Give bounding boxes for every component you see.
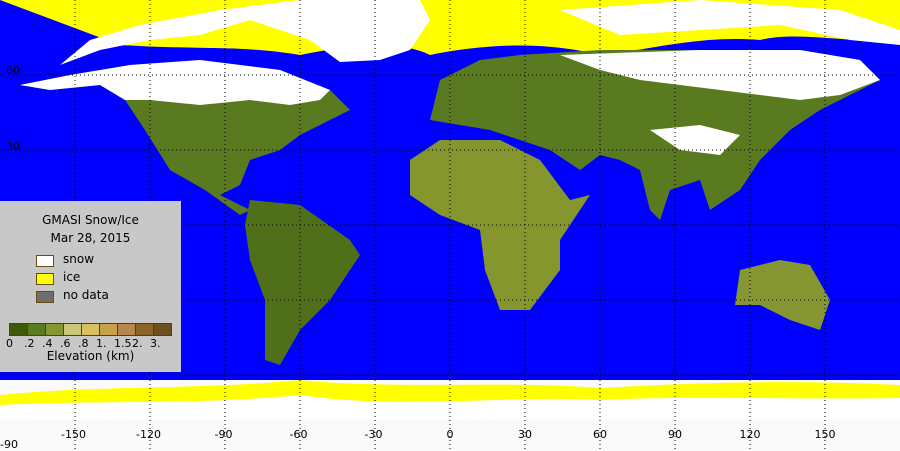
legend-date: Mar 28, 2015 <box>50 231 131 245</box>
lon-label: 120 <box>739 428 761 441</box>
colorbar-segment <box>100 324 118 335</box>
colorbar-tick: .4 <box>42 337 53 350</box>
colorbar-segment <box>82 324 100 335</box>
colorbar-tick: 1.5 <box>114 337 132 350</box>
legend: GMASI Snow/Ice Mar 28, 2015 snow ice no … <box>0 201 181 372</box>
snow-swatch <box>36 255 54 267</box>
lon-label: 0 <box>446 428 454 441</box>
colorbar-segment <box>28 324 46 335</box>
colorbar-label: Elevation (km) <box>46 349 135 363</box>
ice-label: ice <box>63 270 81 284</box>
south-america <box>245 200 360 365</box>
colorbar-segment <box>154 324 171 335</box>
lon-label: -30 <box>364 428 383 441</box>
lon-label: 90 <box>668 428 682 441</box>
lon-label: 150 <box>814 428 836 441</box>
antarctica <box>0 395 900 420</box>
lon-label: 30 <box>518 428 532 441</box>
lon-label: -90 <box>214 428 233 441</box>
colorbar-tick: 3. <box>150 337 161 350</box>
ice-swatch <box>36 273 54 285</box>
colorbar-segment <box>64 324 82 335</box>
arctic-snow <box>60 0 900 65</box>
colorbar-segment <box>136 324 154 335</box>
siberia-snow <box>560 50 880 155</box>
snow-label: snow <box>63 252 95 266</box>
lon-label: 60 <box>593 428 607 441</box>
lat-label-30: 30 <box>6 140 20 153</box>
lon-label: -150 <box>61 428 86 441</box>
colorbar-tick: 2. <box>132 337 143 350</box>
colorbar-tick: 1. <box>96 337 107 350</box>
colorbar-segment <box>10 324 28 335</box>
colorbar-segment <box>118 324 136 335</box>
lat-label-minus90: -90 <box>0 438 18 451</box>
no-data-label: no data <box>63 288 109 302</box>
north-america-snow <box>20 60 330 105</box>
legend-title: GMASI Snow/Ice <box>42 213 139 227</box>
colorbar-tick: .8 <box>78 337 89 350</box>
australia <box>735 260 830 330</box>
colorbar-tick: 0 <box>6 337 13 350</box>
elevation-colorbar <box>9 323 172 336</box>
no-data-swatch <box>36 291 54 303</box>
lat-label-60: 60 <box>6 64 20 77</box>
colorbar-tick: .2 <box>24 337 35 350</box>
colorbar-tick: .6 <box>60 337 71 350</box>
colorbar-segment <box>46 324 64 335</box>
lon-label: -120 <box>136 428 161 441</box>
lon-label: -60 <box>289 428 308 441</box>
